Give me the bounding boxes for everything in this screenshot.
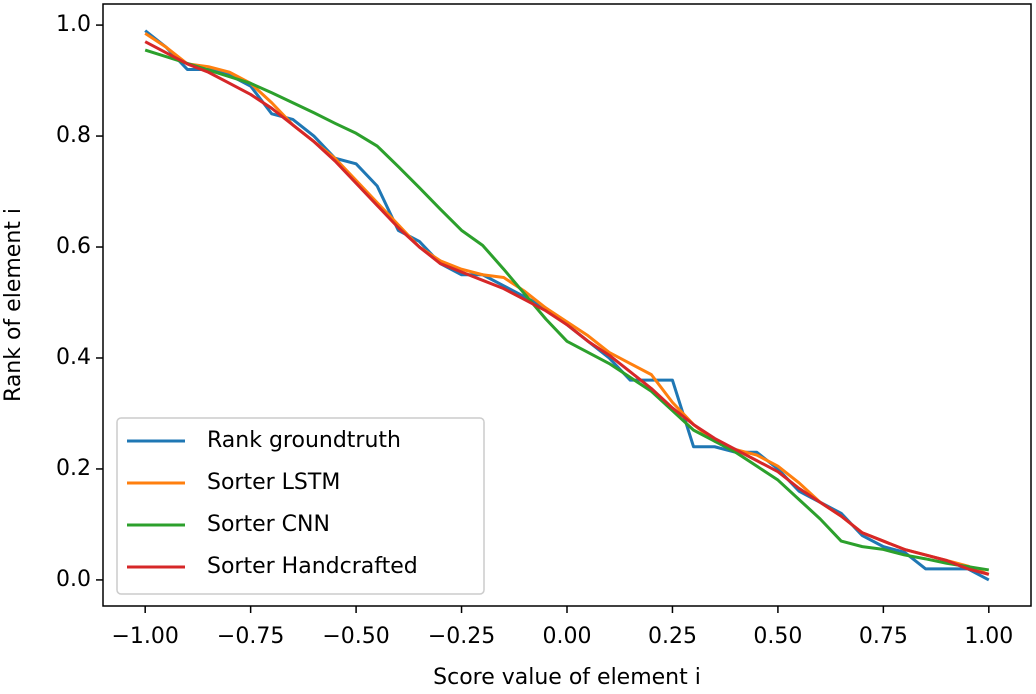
x-tick-label: −0.75 bbox=[217, 624, 284, 649]
y-tick-label: 0.6 bbox=[56, 234, 91, 259]
x-tick-label: −1.00 bbox=[111, 624, 178, 649]
y-tick-label: 0.2 bbox=[56, 456, 91, 481]
x-tick-label: 0.00 bbox=[543, 624, 592, 649]
y-tick-label: 1.0 bbox=[56, 12, 91, 37]
y-tick-label: 0.0 bbox=[56, 567, 91, 592]
legend-box bbox=[116, 417, 485, 595]
y-tick-label: 0.4 bbox=[56, 345, 91, 370]
y-axis-label: Rank of element i bbox=[1, 208, 26, 402]
series-line bbox=[144, 48, 990, 572]
x-tick-label: 0.50 bbox=[753, 624, 802, 649]
legend-label: Rank groundtruth bbox=[207, 428, 401, 453]
x-axis-label: Score value of element i bbox=[433, 665, 701, 690]
legend-label: Sorter Handcrafted bbox=[207, 554, 418, 579]
x-tick-label: 1.00 bbox=[964, 624, 1013, 649]
x-tick-label: 0.75 bbox=[859, 624, 908, 649]
legend-label: Sorter CNN bbox=[207, 512, 330, 537]
y-tick-label: 0.8 bbox=[56, 123, 91, 148]
series-line bbox=[144, 40, 990, 576]
x-tick-label: −0.25 bbox=[428, 624, 495, 649]
legend-label: Sorter LSTM bbox=[207, 470, 340, 495]
x-tick-label: −0.50 bbox=[322, 624, 389, 649]
x-tick-label: 0.25 bbox=[648, 624, 697, 649]
